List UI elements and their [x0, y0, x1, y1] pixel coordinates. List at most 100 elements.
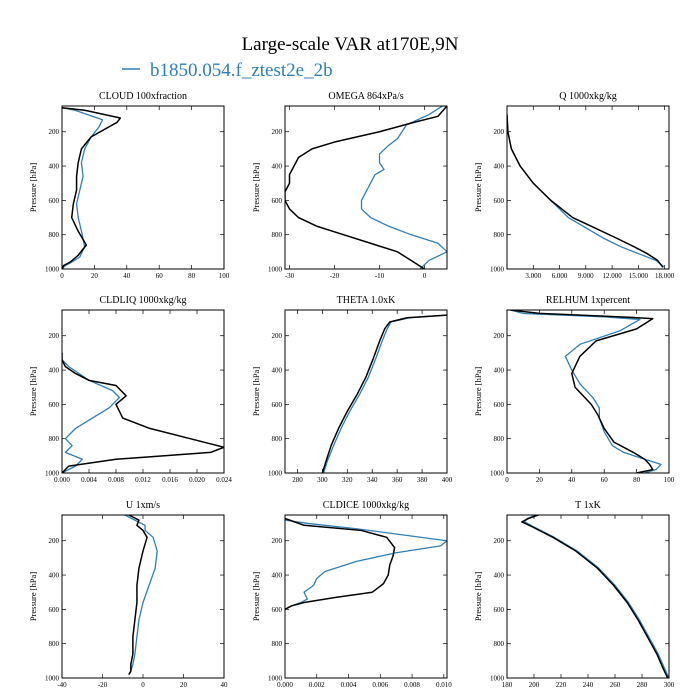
series-line-blue — [62, 352, 121, 473]
x-tick-label: 18.000 — [655, 272, 675, 280]
y-tick-label: 1000 — [490, 470, 505, 478]
x-tick-label: 0.012 — [135, 476, 151, 484]
series-line-black — [507, 114, 664, 268]
y-tick-label: 200 — [272, 332, 283, 340]
y-tick-label: 400 — [494, 572, 505, 580]
x-tick-label: 6.000 — [552, 272, 568, 280]
x-tick-label: 60 — [156, 272, 164, 280]
panel-title: CLOUD 100xfraction — [99, 91, 187, 102]
x-tick-label: 340 — [367, 476, 378, 484]
plot-frame — [61, 514, 225, 679]
y-tick-label: 1000 — [45, 266, 60, 274]
y-axis-label: Pressure [hPa] — [473, 367, 483, 417]
y-tick-label: 1000 — [490, 266, 505, 274]
panel-3: Q 1000xkg/kg Pressure [hPa] 200 400 600 800 10… — [473, 91, 675, 280]
x-tick-label: 280 — [292, 476, 303, 484]
x-tick-label: 0 — [60, 272, 64, 280]
y-tick-label: 400 — [272, 572, 283, 580]
series-line-black — [321, 314, 447, 473]
y-tick-label: 1000 — [268, 675, 283, 683]
y-tick-label: 800 — [272, 640, 283, 648]
series-line-black — [285, 517, 396, 611]
x-tick-label: 60 — [601, 476, 609, 484]
y-tick-label: 1000 — [45, 470, 60, 478]
y-tick-label: 400 — [49, 163, 60, 171]
y-tick-label: 800 — [49, 640, 60, 648]
x-tick-label: 9.000 — [578, 272, 594, 280]
panel-title: OMEGA 864xPa/s — [328, 91, 403, 102]
x-tick-label: 180 — [502, 681, 513, 689]
y-tick-label: 600 — [272, 401, 283, 409]
y-tick-label: 800 — [272, 231, 283, 239]
series-line-blue — [507, 114, 666, 268]
y-tick-label: 600 — [494, 401, 505, 409]
series-line-blue — [360, 106, 447, 269]
y-tick-label: 600 — [49, 401, 60, 409]
plot-frame — [61, 105, 225, 270]
plot-frame — [284, 105, 448, 270]
series-line-blue — [285, 519, 447, 610]
x-tick-label: 200 — [529, 681, 540, 689]
panel-title: CLDICE 1000xkg/kg — [323, 500, 409, 511]
x-tick-label: 20 — [91, 272, 99, 280]
x-tick-label: 20 — [180, 681, 188, 689]
x-tick-label: 40 — [221, 681, 229, 689]
series-line-blue — [510, 310, 662, 473]
panel-title: U 1xm/s — [126, 500, 160, 511]
y-tick-label: 600 — [49, 197, 60, 205]
y-tick-label: 1000 — [490, 675, 505, 683]
x-tick-label: 320 — [342, 476, 353, 484]
x-tick-label: -10 — [375, 272, 385, 280]
x-tick-label: 280 — [637, 681, 648, 689]
y-tick-label: 1000 — [268, 470, 283, 478]
y-tick-label: 400 — [49, 367, 60, 375]
y-tick-label: 400 — [49, 572, 60, 580]
x-tick-label: -30 — [285, 272, 295, 280]
series-line-blue — [62, 107, 104, 269]
y-tick-label: 400 — [494, 367, 505, 375]
x-tick-label: 80 — [633, 476, 641, 484]
y-axis-label: Pressure [hPa] — [473, 163, 483, 213]
y-tick-label: 800 — [494, 231, 505, 239]
x-tick-label: 0.008 — [404, 681, 420, 689]
x-tick-label: -20 — [330, 272, 340, 280]
x-tick-label: 0.020 — [189, 476, 205, 484]
x-tick-label: 0.004 — [341, 681, 357, 689]
plot-frame — [506, 105, 670, 270]
x-tick-label: 40 — [123, 272, 131, 280]
x-tick-label: 0.008 — [108, 476, 124, 484]
x-tick-label: 300 — [317, 476, 328, 484]
plot-frame — [506, 309, 670, 474]
y-tick-label: 600 — [494, 606, 505, 614]
x-tick-label: 0.016 — [162, 476, 178, 484]
y-tick-label: 200 — [272, 537, 283, 545]
y-tick-label: 200 — [494, 537, 505, 545]
panel-8: CLDICE 1000xkg/kg Pressure [hPa] 200 400 600… — [251, 500, 452, 689]
x-tick-label: 0.024 — [216, 476, 232, 484]
panel-4: CLDLIQ 1000xkg/kg Pressure [hPa] 200 400 600… — [28, 295, 232, 484]
x-tick-label: 100 — [219, 272, 230, 280]
x-tick-label: 0.002 — [309, 681, 325, 689]
series-line-black — [521, 515, 669, 678]
y-tick-label: 800 — [494, 640, 505, 648]
x-tick-label: 0.000 — [277, 681, 293, 689]
panel-title: Q 1000xkg/kg — [559, 91, 617, 102]
x-tick-label: 360 — [392, 476, 403, 484]
x-tick-label: 260 — [610, 681, 621, 689]
x-tick-label: -40 — [57, 681, 67, 689]
plot-frame — [284, 514, 448, 679]
y-tick-label: 200 — [49, 537, 60, 545]
x-tick-label: 0 — [423, 272, 427, 280]
x-tick-label: 80 — [188, 272, 196, 280]
y-axis-label: Pressure [hPa] — [251, 367, 261, 417]
series-line-blue — [124, 515, 158, 675]
y-tick-label: 800 — [494, 435, 505, 443]
y-tick-label: 200 — [494, 128, 505, 136]
series-line-blue — [523, 515, 669, 678]
y-axis-label: Pressure [hPa] — [473, 572, 483, 622]
y-tick-label: 200 — [272, 128, 283, 136]
y-axis-label: Pressure [hPa] — [28, 367, 38, 417]
